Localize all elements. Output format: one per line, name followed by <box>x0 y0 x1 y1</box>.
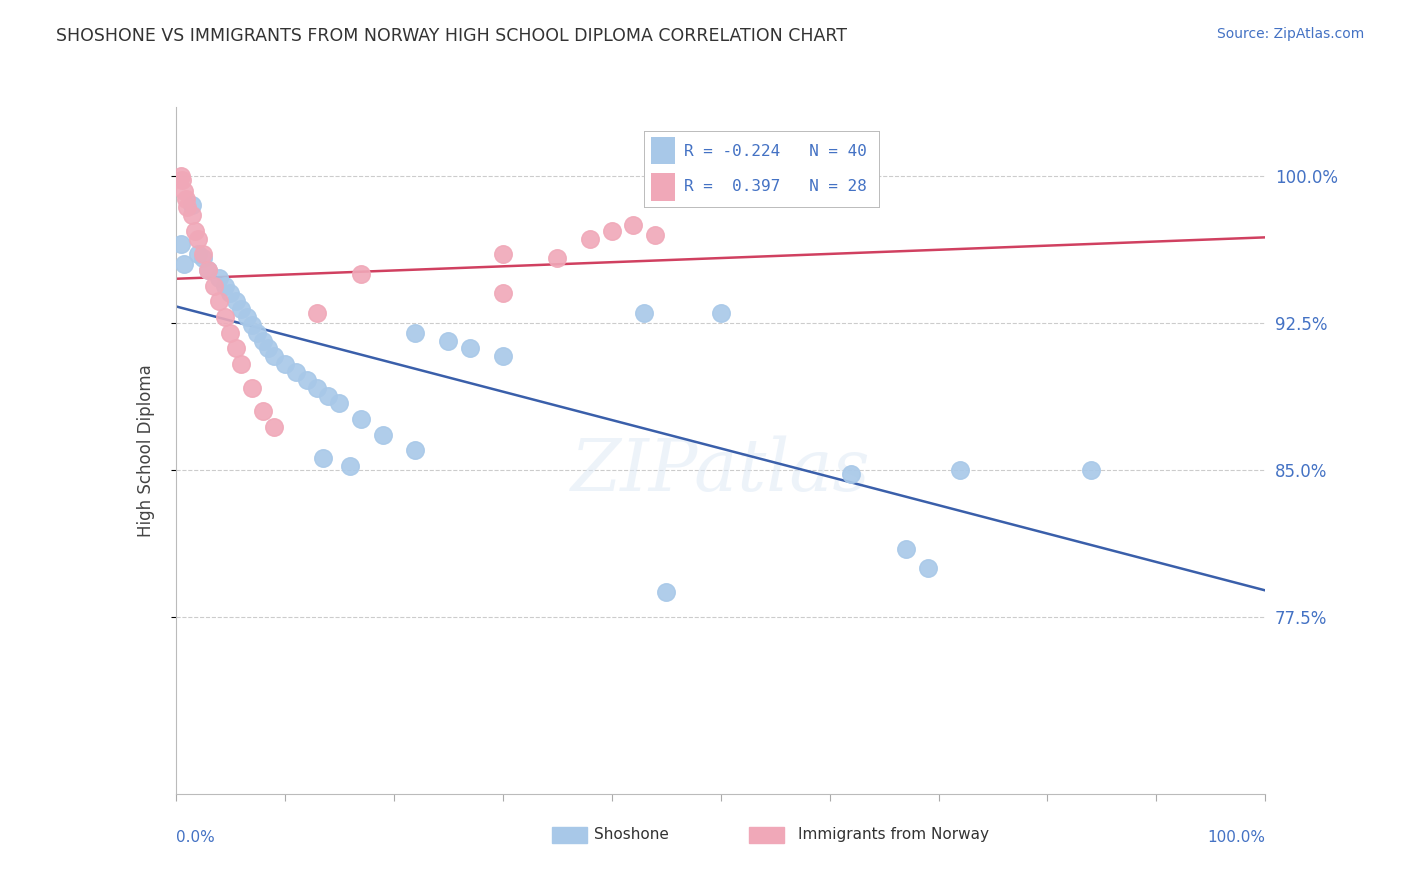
Point <box>492 286 515 301</box>
Point <box>219 286 242 301</box>
Point <box>231 302 253 317</box>
Point <box>170 237 193 252</box>
Text: R = -0.224   N = 40: R = -0.224 N = 40 <box>685 144 868 159</box>
Point <box>208 270 231 285</box>
Point <box>655 584 678 599</box>
Text: 100.0%: 100.0% <box>1208 830 1265 845</box>
Text: R =  0.397   N = 28: R = 0.397 N = 28 <box>685 178 868 194</box>
Point <box>219 326 242 340</box>
Point <box>173 257 195 271</box>
Point <box>579 231 602 245</box>
Point <box>546 251 568 265</box>
Point <box>263 349 285 363</box>
Point <box>405 443 427 458</box>
Text: Shoshone: Shoshone <box>593 828 669 842</box>
Point <box>633 306 655 320</box>
Point <box>492 349 515 363</box>
Point <box>191 251 214 265</box>
Point <box>197 263 219 277</box>
Point <box>318 388 340 402</box>
Point <box>225 294 247 309</box>
Point <box>197 263 219 277</box>
Point <box>191 247 214 261</box>
Point <box>240 381 263 395</box>
Point <box>339 459 361 474</box>
Point <box>894 541 917 556</box>
Point <box>172 172 194 186</box>
Point <box>214 310 236 324</box>
Point <box>307 381 329 395</box>
Point <box>371 427 394 442</box>
Point <box>181 198 204 212</box>
Point <box>917 561 939 575</box>
Point <box>202 278 225 293</box>
Point <box>173 185 195 199</box>
Point <box>1080 463 1102 477</box>
Point <box>225 342 247 356</box>
Point <box>252 334 274 348</box>
Bar <box>651 137 675 164</box>
Bar <box>651 173 675 201</box>
Point <box>231 357 253 371</box>
Point <box>621 218 644 232</box>
Point <box>295 373 318 387</box>
Point <box>184 224 207 238</box>
Point <box>644 227 666 242</box>
Point <box>841 467 863 481</box>
Point <box>176 200 198 214</box>
Point <box>312 451 335 466</box>
Point <box>170 169 193 183</box>
Text: 0.0%: 0.0% <box>176 830 215 845</box>
Point <box>208 294 231 309</box>
Point <box>240 318 263 332</box>
Y-axis label: High School Diploma: High School Diploma <box>136 364 155 537</box>
Point <box>328 396 350 410</box>
Text: ZIPatlas: ZIPatlas <box>571 436 870 507</box>
Point <box>181 208 204 222</box>
Point <box>307 306 329 320</box>
Point <box>214 278 236 293</box>
Point <box>252 404 274 418</box>
Point <box>405 326 427 340</box>
Point <box>949 463 972 477</box>
Point <box>186 247 209 261</box>
Point <box>263 420 285 434</box>
Point <box>174 192 197 206</box>
Point <box>437 334 460 348</box>
Point <box>284 365 307 379</box>
Point <box>246 326 269 340</box>
Point <box>492 247 515 261</box>
Point <box>350 267 373 281</box>
Point <box>350 412 373 426</box>
Point <box>600 224 623 238</box>
Text: Source: ZipAtlas.com: Source: ZipAtlas.com <box>1216 27 1364 41</box>
Point <box>186 231 209 245</box>
Point <box>274 357 297 371</box>
Point <box>235 310 257 324</box>
Point <box>710 306 733 320</box>
Point <box>257 342 280 356</box>
Text: Immigrants from Norway: Immigrants from Norway <box>799 828 988 842</box>
Point <box>458 342 481 356</box>
Text: SHOSHONE VS IMMIGRANTS FROM NORWAY HIGH SCHOOL DIPLOMA CORRELATION CHART: SHOSHONE VS IMMIGRANTS FROM NORWAY HIGH … <box>56 27 848 45</box>
